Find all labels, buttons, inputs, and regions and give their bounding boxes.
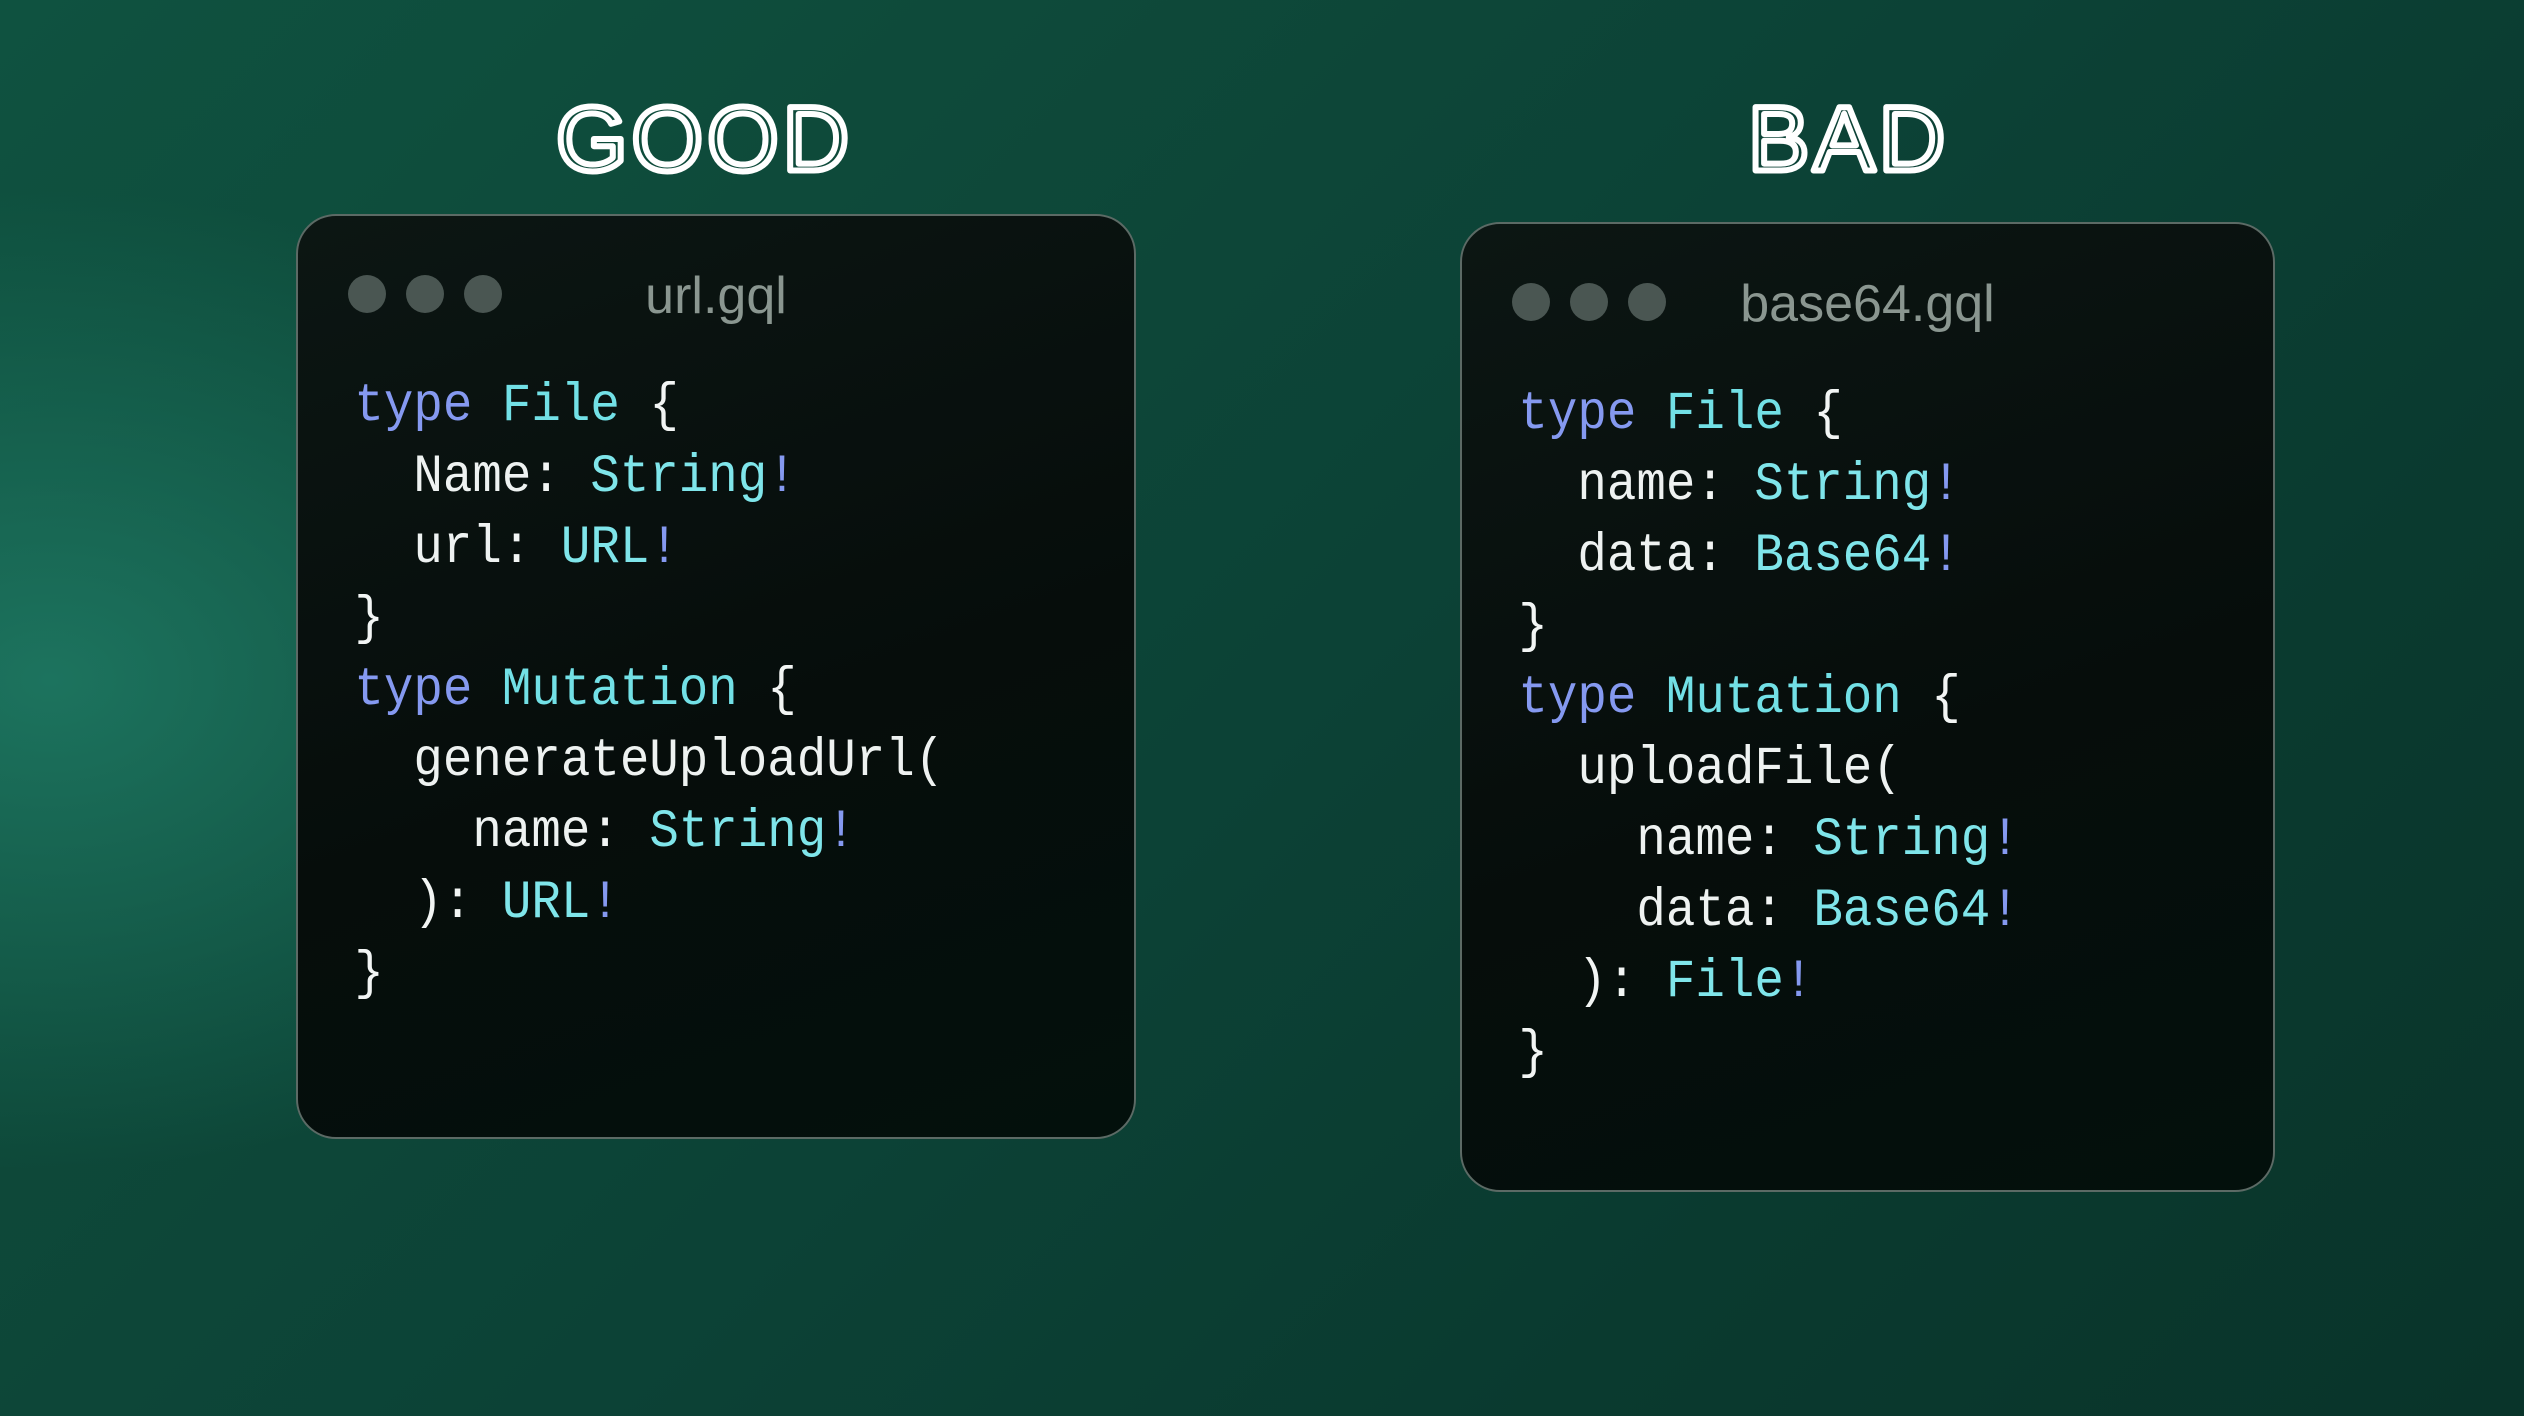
svg-text:GOOD: GOOD: [556, 89, 853, 191]
svg-text:BAD: BAD: [1748, 89, 1949, 191]
